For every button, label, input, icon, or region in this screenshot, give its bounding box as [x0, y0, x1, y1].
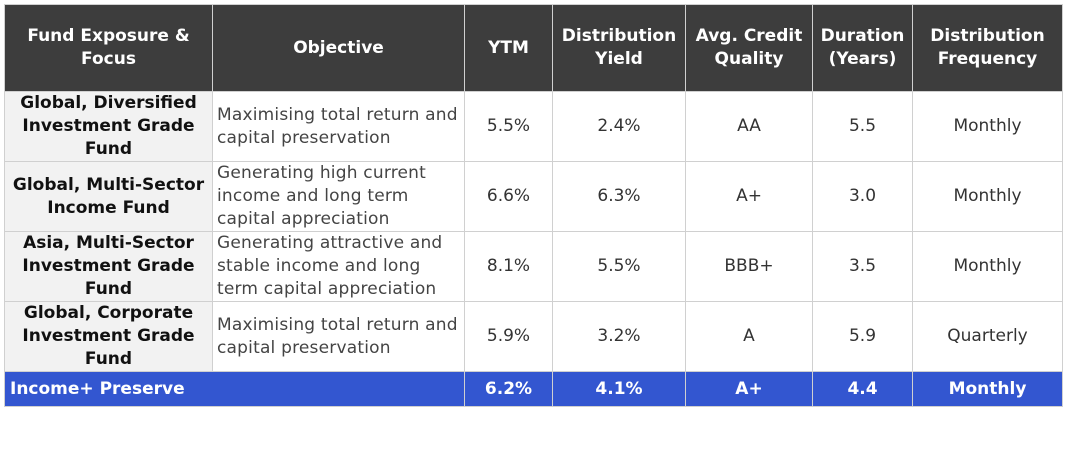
frequency-cell: Quarterly	[912, 301, 1063, 372]
total-ytm-cell: 6.2%	[464, 371, 553, 407]
ytm-cell: 8.1%	[464, 231, 553, 302]
frequency-cell: Monthly	[912, 91, 1063, 162]
yield-cell: 3.2%	[552, 301, 686, 372]
total-yield-cell: 4.1%	[552, 371, 686, 407]
credit-cell: A+	[685, 161, 813, 232]
fund-cell: Global, Multi-Sector Income Fund	[4, 161, 213, 232]
total-credit-cell: A+	[685, 371, 813, 407]
fund-comparison-table: Fund Exposure & Focus Objective YTM Dist…	[4, 4, 1063, 407]
header-objective: Objective	[212, 4, 465, 92]
ytm-cell: 6.6%	[464, 161, 553, 232]
fund-cell: Global, Diversified Investment Grade Fun…	[4, 91, 213, 162]
objective-cell: Generating attractive and stable income …	[212, 231, 465, 302]
header-ytm: YTM	[464, 4, 553, 92]
header-row: Fund Exposure & Focus Objective YTM Dist…	[4, 4, 1063, 92]
objective-cell: Maximising total return and capital pres…	[212, 91, 465, 162]
credit-cell: A	[685, 301, 813, 372]
objective-cell: Generating high current income and long …	[212, 161, 465, 232]
total-duration-cell: 4.4	[812, 371, 913, 407]
ytm-cell: 5.9%	[464, 301, 553, 372]
yield-cell: 5.5%	[552, 231, 686, 302]
duration-cell: 3.0	[812, 161, 913, 232]
header-distribution-yield: Distribution Yield	[552, 4, 686, 92]
table-row: Asia, Multi-Sector Investment Grade Fund…	[4, 231, 1063, 302]
ytm-cell: 5.5%	[464, 91, 553, 162]
yield-cell: 2.4%	[552, 91, 686, 162]
yield-cell: 6.3%	[552, 161, 686, 232]
duration-cell: 3.5	[812, 231, 913, 302]
total-row: Income+ Preserve 6.2% 4.1% A+ 4.4 Monthly	[4, 371, 1063, 407]
frequency-cell: Monthly	[912, 161, 1063, 232]
header-credit-quality: Avg. Credit Quality	[685, 4, 813, 92]
total-frequency-cell: Monthly	[912, 371, 1063, 407]
header-frequency: Distribution Frequency	[912, 4, 1063, 92]
frequency-cell: Monthly	[912, 231, 1063, 302]
fund-cell: Global, Corporate Investment Grade Fund	[4, 301, 213, 372]
table-row: Global, Multi-Sector Income Fund Generati…	[4, 161, 1063, 232]
header-fund: Fund Exposure & Focus	[4, 4, 213, 92]
credit-cell: BBB+	[685, 231, 813, 302]
duration-cell: 5.9	[812, 301, 913, 372]
table-row: Global, Diversified Investment Grade Fun…	[4, 91, 1063, 162]
credit-cell: AA	[685, 91, 813, 162]
table-row: Global, Corporate Investment Grade Fund M…	[4, 301, 1063, 372]
duration-cell: 5.5	[812, 91, 913, 162]
total-fund-cell: Income+ Preserve	[4, 371, 465, 407]
fund-cell: Asia, Multi-Sector Investment Grade Fund	[4, 231, 213, 302]
objective-cell: Maximising total return and capital pres…	[212, 301, 465, 372]
header-duration: Duration (Years)	[812, 4, 913, 92]
